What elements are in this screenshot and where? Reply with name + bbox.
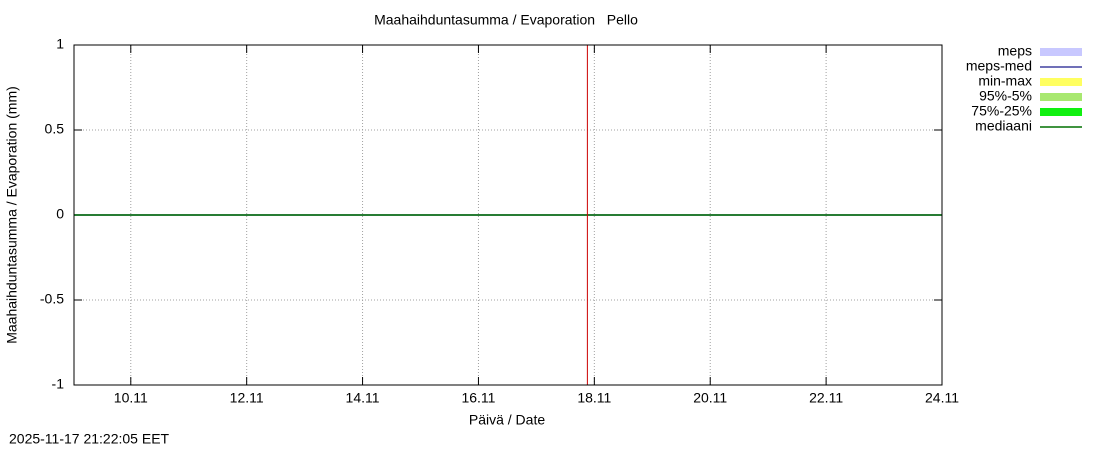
legend-swatch (1040, 78, 1082, 86)
x-axis-label: Päivä / Date (469, 412, 545, 428)
timestamp: 2025-11-17 21:22:05 EET (9, 431, 170, 447)
x-tick-label: 18.11 (577, 390, 611, 406)
y-tick-label: 0.5 (45, 121, 65, 137)
x-tick-label: 20.11 (693, 390, 727, 406)
x-tick-label: 14.11 (346, 390, 380, 406)
legend-label: 75%-25% (971, 103, 1032, 119)
x-tick-label: 10.11 (114, 390, 148, 406)
x-tick-label: 24.11 (925, 390, 959, 406)
legend-swatch (1040, 93, 1082, 101)
legend-label: min-max (978, 73, 1032, 89)
legend-swatch (1040, 108, 1082, 116)
y-axis-label: Maahaihduntasumma / Evaporation (mm) (4, 86, 20, 344)
legend-swatch (1040, 48, 1082, 56)
plot-frame (73, 44, 943, 386)
y-tick-label: -1 (52, 376, 65, 392)
y-tick-label: -0.5 (40, 291, 64, 307)
y-tick-label: 0 (56, 206, 64, 222)
y-tick-label: 1 (56, 36, 64, 52)
x-tick-label: 16.11 (461, 390, 495, 406)
legend-label: meps (998, 43, 1032, 59)
x-tick-label: 22.11 (809, 390, 843, 406)
legend-label: mediaani (975, 118, 1032, 134)
x-tick-label: 12.11 (230, 390, 264, 406)
legend-label: 95%-5% (979, 88, 1032, 104)
chart-title: Maahaihduntasumma / Evaporation Pello (374, 12, 638, 28)
legend-label: meps-med (966, 58, 1032, 74)
